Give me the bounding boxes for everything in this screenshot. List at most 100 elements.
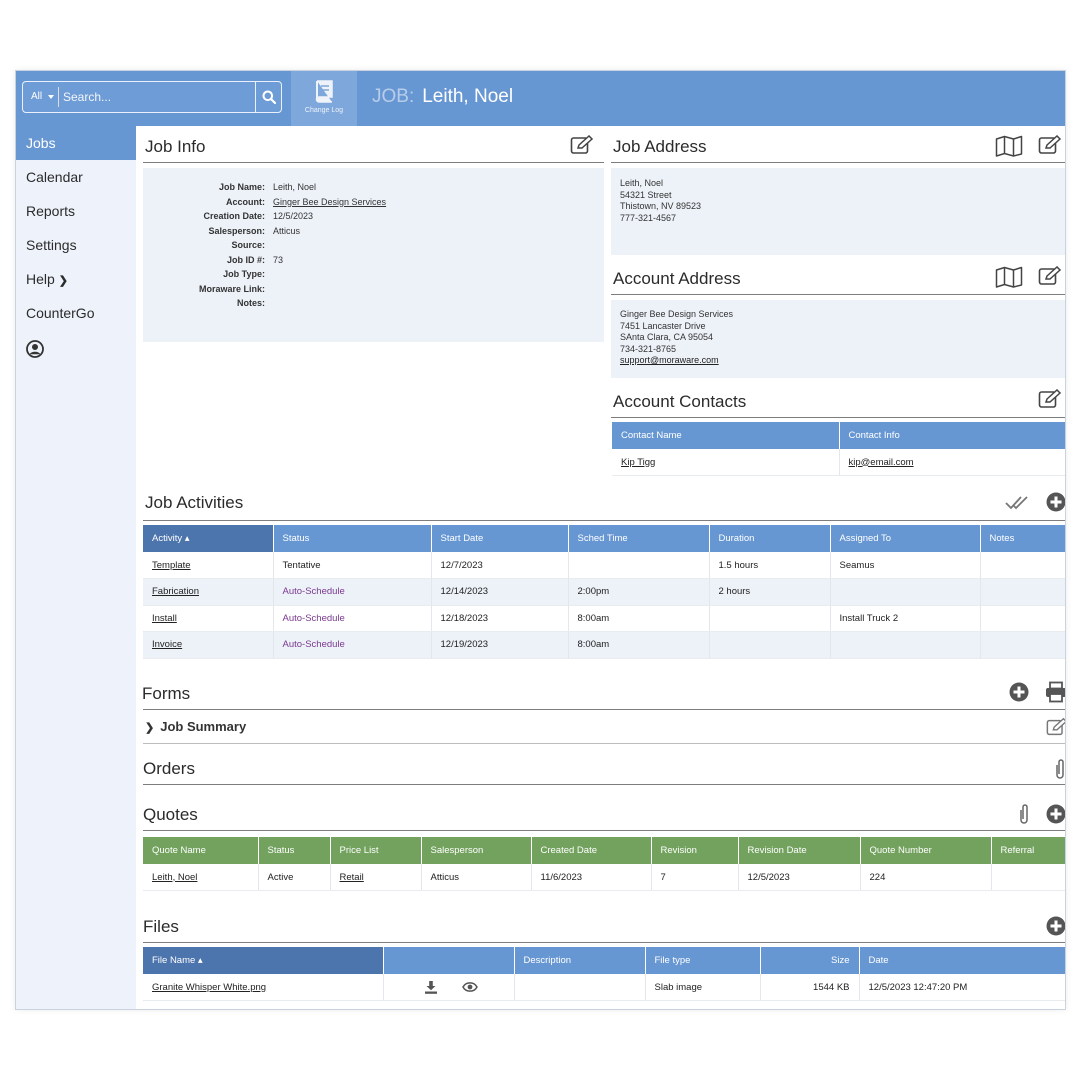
column-header[interactable]: Size [760,947,860,974]
search-button[interactable] [255,82,281,112]
sidebar-item-label: Calendar [26,169,83,185]
user-circle-icon [26,340,44,358]
table-row: Fabrication Auto-Schedule 12/14/2023 2:0… [143,578,1065,606]
contact-email-link[interactable]: kip@email.com [848,456,914,468]
add-circle-icon[interactable] [1046,916,1066,936]
account-contacts-title: Account Contacts [613,392,747,411]
files-title: Files [143,917,179,936]
table-cell [991,864,1065,891]
edit-icon[interactable] [1046,717,1066,737]
map-icon[interactable] [995,135,1023,157]
table-header-row: Contact Name Contact Info [612,422,1065,449]
edit-icon[interactable] [1038,389,1062,409]
edit-icon[interactable] [570,135,594,155]
search-scope-select[interactable]: All [27,87,59,107]
activity-link[interactable]: Fabrication [152,586,199,598]
user-menu[interactable] [16,330,136,373]
search-icon [262,90,276,104]
table-cell [830,631,981,659]
add-circle-icon[interactable] [1046,804,1066,824]
column-header[interactable]: Contact Info [839,422,1065,449]
column-header[interactable]: Quote Number [860,837,992,864]
job-info-panel: Job Name: Leith, Noel Account: Ginger Bee … [143,168,604,342]
contact-name-link[interactable]: Kip Tigg [621,456,656,468]
price-list-link[interactable]: Retail [339,871,364,883]
table-cell: 12/5/2023 [738,864,861,891]
edit-icon[interactable] [1038,135,1062,155]
column-header[interactable]: Price List [330,837,422,864]
column-header-file-name[interactable]: File Name ▴ [143,947,384,974]
column-header[interactable]: Quote Name [143,837,259,864]
download-icon[interactable] [424,980,438,994]
address-line: Thistown, NV 89523 [620,201,702,211]
search-input[interactable] [63,86,253,108]
quote-name-link[interactable]: Leith, Noel [152,871,198,883]
edit-icon[interactable] [1038,266,1062,286]
account-address-panel: Ginger Bee Design Services 7451 Lancaste… [611,300,1065,378]
form-item-job-summary[interactable]: ❯ Job Summary [145,719,246,734]
account-email-link[interactable]: support@moraware.com [620,355,719,365]
account-link[interactable]: Ginger Bee Design Services [273,196,387,207]
status-cell: Tentative [273,552,432,579]
table-cell [709,605,831,632]
column-header[interactable]: Created Date [531,837,652,864]
form-item-label: Job Summary [160,719,247,734]
map-icon[interactable] [995,266,1023,288]
table-cell: 2 hours [709,578,831,606]
table-cell: Active [258,864,331,891]
file-name-link[interactable]: Granite Whisper White.png [152,981,267,993]
column-header[interactable]: Status [258,837,331,864]
table-cell [709,631,831,659]
sidebar-item-help[interactable]: Help ❯ [16,262,136,296]
column-header[interactable]: Salesperson [421,837,532,864]
column-header[interactable]: Duration [709,525,831,552]
column-header[interactable]: Description [514,947,646,974]
add-circle-icon[interactable] [1009,682,1029,702]
sidebar-item-countergo[interactable]: CounterGo [16,296,136,330]
table-cell [980,631,1065,659]
activity-link[interactable]: Install [152,612,177,624]
paperclip-icon[interactable] [1054,757,1066,781]
sidebar-item-jobs[interactable]: Jobs [16,126,136,160]
table-cell: 7 [651,864,739,891]
column-header[interactable]: Revision [651,837,739,864]
sidebar-item-label: Jobs [26,135,56,151]
activity-link[interactable]: Template [152,559,191,571]
field-label: Moraware Link: [198,283,265,294]
column-header[interactable]: Referral [991,837,1065,864]
paperclip-icon[interactable] [1018,802,1030,826]
divider [611,417,1065,418]
column-header [383,947,515,974]
sidebar-item-calendar[interactable]: Calendar [16,160,136,194]
column-header[interactable]: Assigned To [830,525,981,552]
activities-table: Activity ▴ Status Start Date Sched Time … [143,525,1065,659]
column-header[interactable]: Contact Name [612,422,840,449]
column-header[interactable]: Status [273,525,432,552]
activity-link[interactable]: Invoice [152,639,183,651]
orders-title: Orders [143,759,195,778]
table-row: Template Tentative 12/7/2023 1.5 hours S… [143,552,1065,579]
column-header[interactable]: Notes [980,525,1065,552]
column-header[interactable]: Sched Time [568,525,710,552]
column-header[interactable]: Start Date [431,525,569,552]
status-cell: Auto-Schedule [273,631,432,659]
change-log-button[interactable]: Change Log [291,71,357,126]
divider [143,162,604,163]
column-header-activity[interactable]: Activity ▴ [143,525,274,552]
sidebar-item-label: CounterGo [26,305,95,321]
divider [611,294,1065,295]
sidebar-item-reports[interactable]: Reports [16,194,136,228]
double-check-icon[interactable] [1005,495,1031,511]
table-cell: 8:00am [568,605,710,632]
column-header[interactable]: Revision Date [738,837,861,864]
job-info-fields: Job Name: Leith, Noel Account: Ginger Bee … [143,180,386,311]
column-header[interactable]: File type [645,947,761,974]
page-title: JOB: Leith, Noel [372,86,513,108]
add-circle-icon[interactable] [1046,492,1066,512]
divider [143,942,1065,943]
column-header[interactable]: Date [859,947,1065,974]
eye-icon[interactable] [462,981,478,993]
printer-icon[interactable] [1045,681,1066,703]
sidebar-item-settings[interactable]: Settings [16,228,136,262]
app-window: All Change Log JOB: Leith, Noel [15,70,1066,1010]
